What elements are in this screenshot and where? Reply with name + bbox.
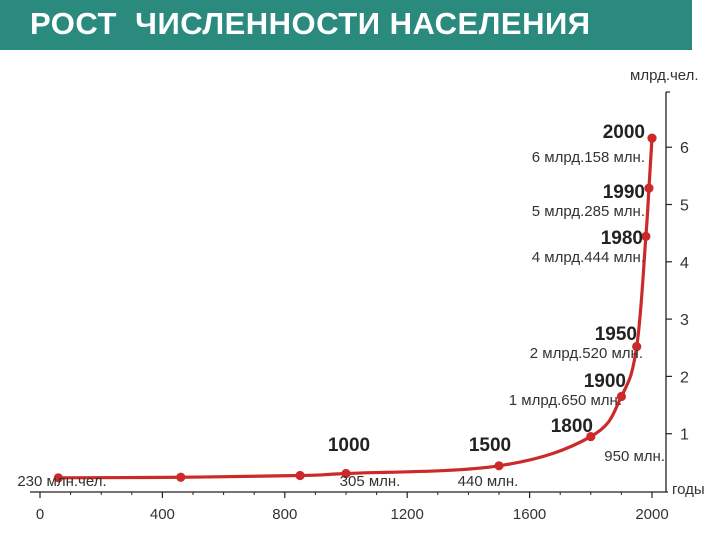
data-point-1500 — [494, 461, 504, 471]
x-axis-title: годы — [672, 481, 705, 498]
y-tick-label-5: 5 — [680, 198, 689, 215]
data-point-850 — [295, 470, 305, 481]
annotation-year-1500: 1500 — [469, 435, 511, 456]
data-point-1900 — [616, 391, 627, 402]
y-tick-label-4: 4 — [680, 255, 689, 272]
data-point-1800 — [586, 431, 596, 442]
annotation-value-2000: 6 млрд.158 млн. — [532, 149, 645, 166]
annotation-value-1950: 2 млрд.520 млн. — [530, 345, 643, 362]
x-tick-label-400: 400 — [150, 506, 175, 523]
data-point-1990 — [644, 183, 654, 193]
data-point-2000 — [647, 133, 657, 143]
annotation-year-1800: 1800 — [551, 416, 593, 437]
annotation-value-1500: 440 млн. — [458, 473, 519, 490]
x-tick-label-1600: 1600 — [513, 506, 546, 523]
annotation-year-1980: 1980 — [601, 228, 643, 249]
annotation-value-start: 230 млн.чел. — [17, 473, 106, 490]
x-tick-label-2000: 2000 — [635, 506, 668, 523]
annotation-value-1980: 4 млрд.444 млн. — [532, 249, 645, 266]
x-tick-label-800: 800 — [272, 506, 297, 523]
annotation-year-1900: 1900 — [584, 371, 626, 392]
x-tick-label-0: 0 — [36, 506, 44, 523]
annotation-value-1990: 5 млрд.285 млн. — [532, 203, 645, 220]
annotation-year-1000: 1000 — [328, 435, 370, 456]
data-point-1950 — [632, 342, 642, 352]
annotation-year-1950: 1950 — [595, 324, 637, 345]
y-tick-label-1: 1 — [680, 427, 689, 444]
y-tick-label-6: 6 — [680, 140, 689, 157]
data-point-60 — [53, 473, 63, 483]
annotation-value-1900: 1 млрд.650 млн. — [509, 392, 622, 409]
page-title: РОСТ ЧИСЛЕННОСТИ НАСЕЛЕНИЯ — [30, 6, 591, 41]
points-layer — [53, 133, 657, 483]
annotation-year-2000: 2000 — [603, 122, 645, 143]
y-tick-label-2: 2 — [680, 369, 689, 386]
data-point-1980 — [641, 231, 651, 241]
x-tick-label-1200: 1200 — [391, 506, 424, 523]
title-bar: РОСТ ЧИСЛЕННОСТИ НАСЕЛЕНИЯ — [0, 0, 692, 50]
annotation-year-1990: 1990 — [603, 182, 645, 203]
y-axis-title: млрд.чел. — [630, 67, 699, 84]
annotation-value-1000: 305 млн. — [340, 473, 401, 490]
annotation-value-1800: 950 млн. — [604, 448, 665, 465]
data-point-1000 — [341, 468, 351, 479]
data-point-460 — [176, 472, 186, 482]
y-tick-label-3: 3 — [680, 312, 689, 329]
